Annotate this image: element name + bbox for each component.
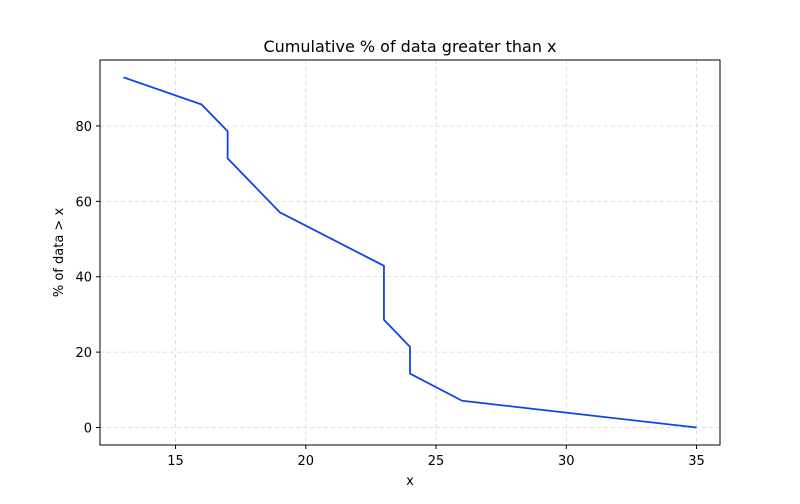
x-tick-label: 20 xyxy=(298,454,315,469)
chart-title: Cumulative % of data greater than x xyxy=(263,37,556,56)
y-tick-label: 80 xyxy=(75,120,92,135)
x-tick-label: 30 xyxy=(558,454,575,469)
x-tick-label: 35 xyxy=(688,454,705,469)
y-tick-label: 20 xyxy=(75,346,92,361)
x-tick-label: 15 xyxy=(167,454,184,469)
plot-area-frame xyxy=(100,60,720,445)
series-layer xyxy=(123,77,696,427)
series-line xyxy=(123,77,696,427)
x-tick-label: 25 xyxy=(428,454,445,469)
y-tick-label: 60 xyxy=(75,195,92,210)
y-tick-label: 0 xyxy=(84,422,92,437)
tick-layer: 15 20 25 30 35 0 20 40 60 80 xyxy=(75,120,704,469)
y-tick-label: 40 xyxy=(75,271,92,286)
x-axis-label: x xyxy=(406,474,414,489)
y-axis-label: % of data > x xyxy=(52,208,67,298)
grid-layer xyxy=(100,60,720,445)
